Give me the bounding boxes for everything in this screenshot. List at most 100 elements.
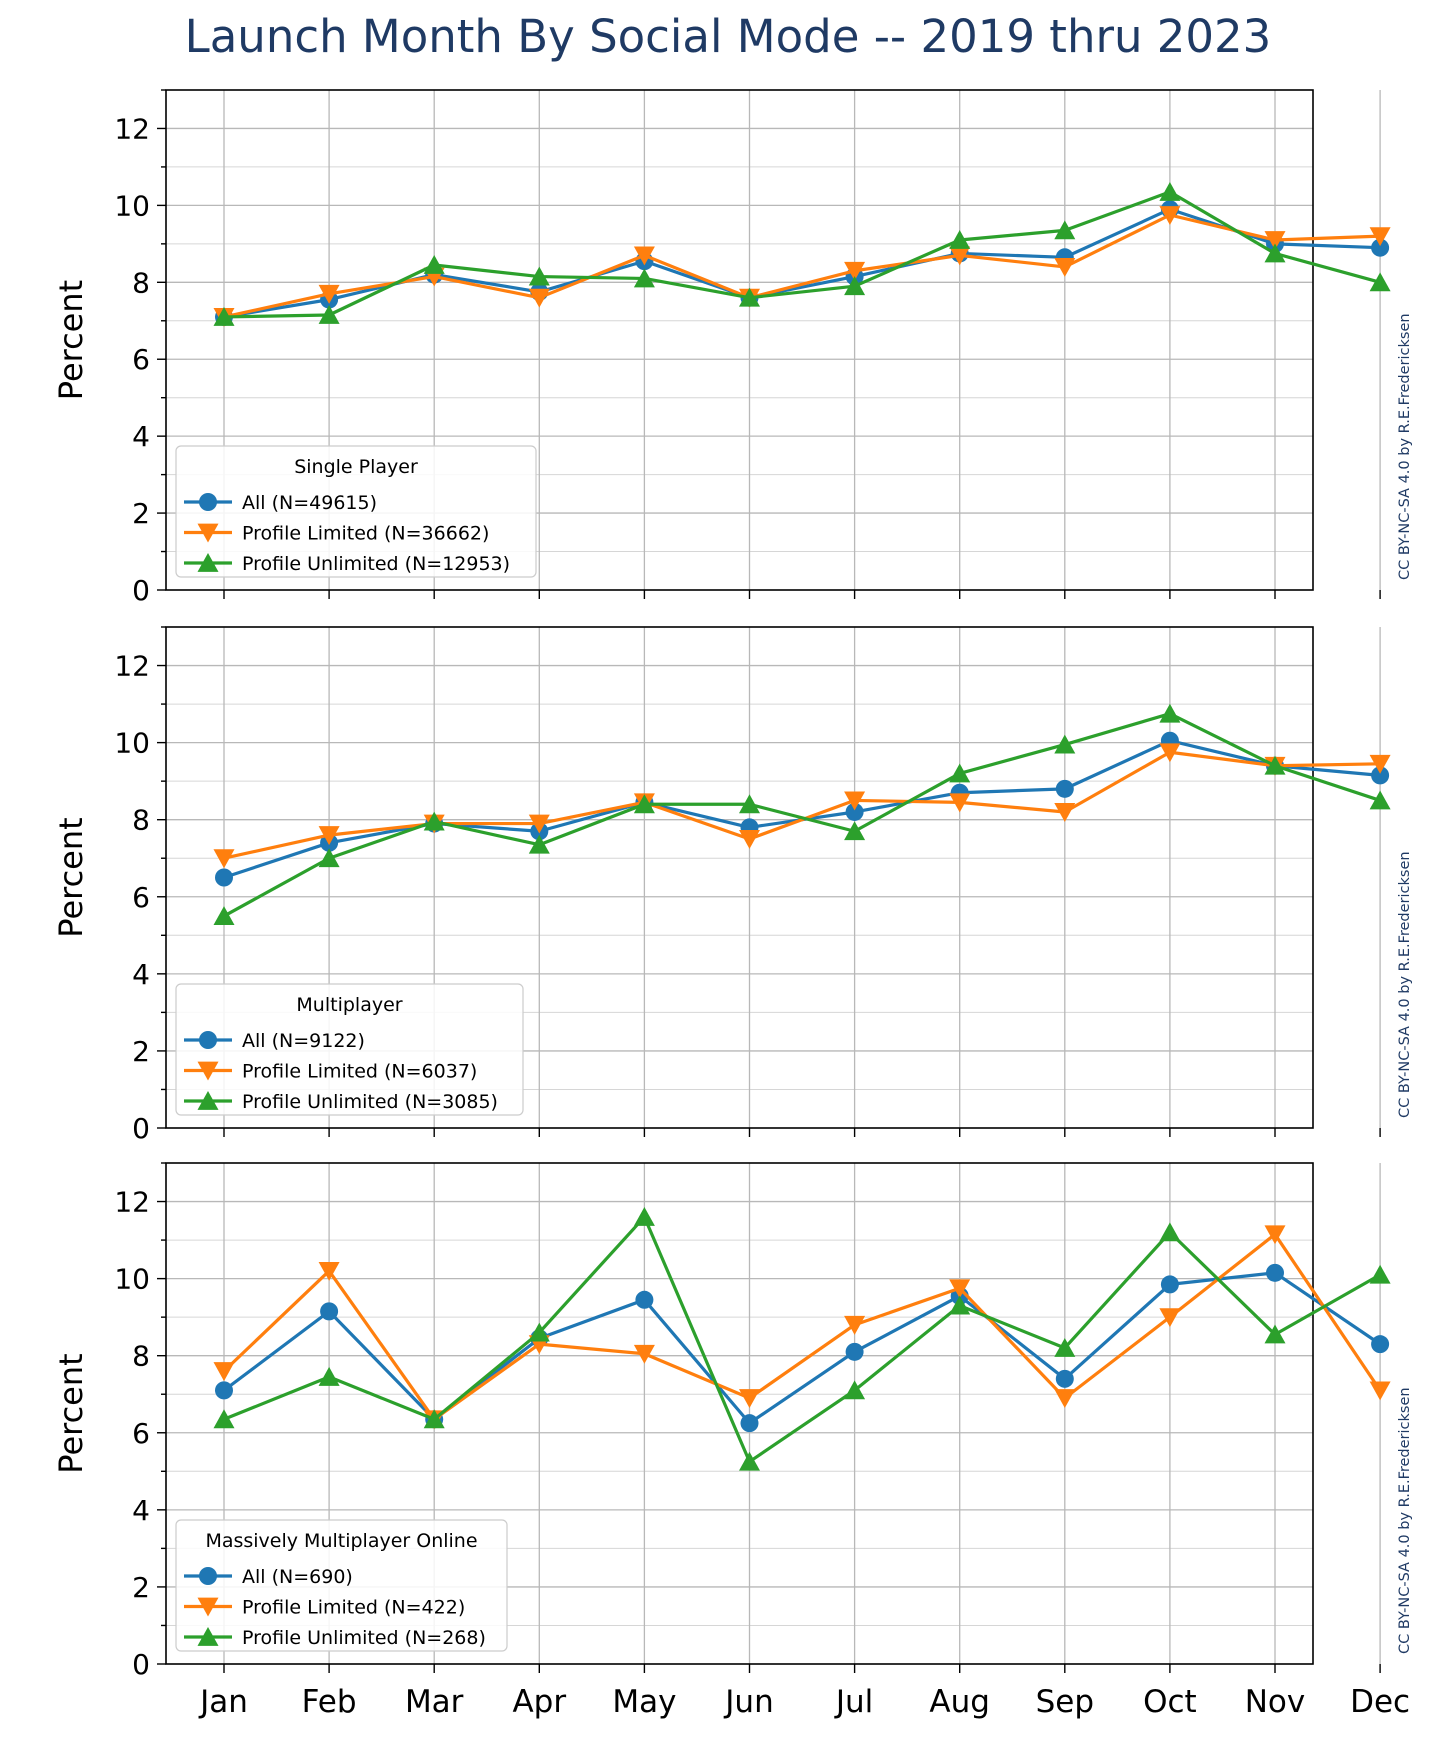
y-axis-label: Percent [52,280,90,400]
series-line [223,213,1381,319]
legend-label: All (N=9122) [242,1030,365,1052]
legend-swatch-marker [197,1061,219,1081]
data-point [1264,243,1286,263]
legend-title: Single Player [294,456,418,478]
data-point [949,793,971,813]
credit-text: CC BY-NC-SA 4.0 by R.E.Fredericksen [1397,313,1413,580]
data-point [1159,1308,1181,1328]
legend-label: Profile Limited (N=422) [242,1597,465,1619]
legend-swatch-marker [197,1627,219,1646]
series-line [222,1232,1382,1421]
y-tick-label: 10 [114,727,150,760]
y-tick-label: 12 [114,650,150,683]
series-line [223,739,1381,880]
data-point [739,287,760,307]
y-axis-label: Percent [52,1353,90,1473]
y-tick-label: 12 [114,112,150,145]
data-point [423,1409,445,1429]
data-point [949,246,971,266]
data-point [318,1261,340,1281]
data-point [949,230,971,249]
x-tick-label: Mar [405,1684,464,1720]
panel-3: 0 2 4 6 8 10 12 Percent CC BY-NC-SA 4.0 by R.E.F… [52,1162,1413,1681]
data-point [1159,181,1181,201]
data-point [528,814,550,834]
legend-entry: All (N=49615) [184,492,377,514]
x-tick-label: Feb [302,1684,357,1720]
data-point [1266,1263,1284,1282]
data-point [740,1414,759,1433]
y-tick-label: 6 [132,1417,150,1450]
data-point [949,763,971,783]
data-point [213,1362,235,1382]
data-point [633,1344,655,1364]
data-point [213,1409,235,1429]
data-point [844,791,866,811]
data-point [633,1206,655,1226]
data-point [1054,1338,1076,1357]
x-tick-label: Aug [929,1684,990,1720]
x-tick-label: Oct [1143,1684,1197,1720]
data-point [318,1366,340,1386]
data-point [318,284,340,304]
data-point [528,1322,550,1342]
x-tick-label: Nov [1245,1684,1306,1720]
data-point [1369,1381,1391,1401]
x-tick-label: May [612,1684,676,1720]
axes-frame [165,626,1314,1129]
data-point [1369,754,1391,774]
legend-entry: Profile Limited (N=36662) [184,523,489,545]
data-point [423,255,445,274]
x-tick-label: Jul [834,1684,873,1720]
data-point [1264,231,1286,250]
data-point [1159,1222,1181,1242]
legend-box [175,1519,508,1652]
data-point [528,288,550,308]
data-point [739,1451,760,1471]
data-point [844,1315,866,1335]
data-point [635,1290,654,1309]
data-point [1054,734,1076,754]
data-point [844,276,866,296]
legend-label: Profile Limited (N=36662) [242,523,489,545]
data-point [1159,703,1181,723]
data-point [1054,1389,1076,1409]
legend-swatch-marker [197,1091,219,1110]
legend-label: All (N=49615) [242,492,377,514]
y-axis-label: Percent [52,817,90,937]
x-tick-label: Jun [723,1684,773,1720]
x-tick-label: Apr [512,1684,566,1720]
data-point [1369,1264,1391,1284]
legend: Massively Multiplayer Online All (N=690) P… [175,1519,508,1652]
data-point [949,1295,971,1315]
series-2 [213,743,1391,869]
legend-title: Multiplayer [296,994,402,1016]
data-point [633,794,655,814]
data-point [1054,220,1076,240]
series-3 [213,1206,1391,1471]
series-line [223,190,1381,319]
y-tick-label: 6 [132,343,150,376]
series-2 [213,206,1391,327]
data-point [845,802,864,821]
y-tick-label: 2 [132,1035,150,1068]
legend-entry: All (N=690) [184,1566,353,1588]
series-3 [213,703,1391,925]
legend-entry: Profile Limited (N=6037) [184,1061,477,1083]
data-point [528,266,550,286]
legend-swatch-marker [197,553,219,572]
axes-frame [165,89,1314,591]
y-tick-label: 0 [132,1648,150,1681]
data-point [318,826,340,846]
y-tick-label: 10 [114,1263,150,1296]
series-2 [213,1225,1391,1430]
y-tick-label: 10 [114,189,150,222]
legend-entry: Profile Unlimited (N=3085) [184,1091,498,1113]
legend: Multiplayer All (N=9122) Profile Limited (… [175,983,524,1116]
data-point [318,305,340,324]
y-tick-label: 2 [132,1571,150,1604]
series-line [223,750,1381,860]
data-point [318,848,340,868]
